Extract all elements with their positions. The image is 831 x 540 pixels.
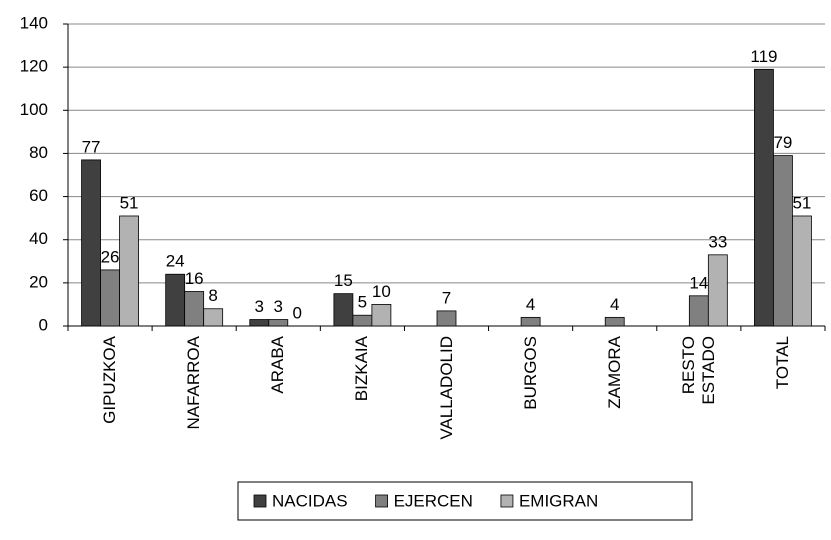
y-tick-label: 100 [20, 100, 48, 119]
y-tick-label: 120 [20, 57, 48, 76]
bar [436, 310, 457, 327]
value-label: 3 [274, 297, 283, 316]
value-label: 16 [185, 269, 204, 288]
bar [333, 293, 354, 327]
value-label: 0 [293, 303, 302, 322]
value-label: 10 [372, 282, 391, 301]
value-label: 7 [442, 288, 451, 307]
value-label: 77 [82, 137, 101, 156]
bar [81, 159, 101, 327]
y-tick-label: 60 [29, 186, 48, 205]
x-tick-label: BIZKAIA [352, 336, 372, 402]
x-tick-label: TOTAL [772, 336, 792, 390]
y-tick-label: 0 [39, 315, 48, 334]
x-tick-label: ZAMORA [604, 336, 624, 409]
value-label: 119 [750, 47, 777, 66]
bar [119, 215, 139, 327]
x-tick-label: GIPUZKOA [100, 336, 120, 424]
value-label: 51 [792, 193, 811, 212]
bar [688, 295, 709, 327]
bar [773, 155, 793, 327]
bar [352, 314, 373, 327]
bar [268, 319, 289, 327]
legend-label: EMIGRAN [519, 491, 598, 510]
y-tick-label: 20 [29, 272, 48, 291]
value-label: 79 [773, 133, 792, 152]
legend-swatch [375, 494, 388, 508]
legend-swatch [253, 494, 267, 508]
bar [203, 308, 224, 327]
value-label: 3 [255, 297, 264, 316]
x-tick-label: ARABA [268, 336, 288, 394]
bar [249, 319, 270, 327]
value-label: 14 [689, 273, 708, 292]
legend-swatch [500, 494, 514, 508]
bar [520, 316, 541, 327]
value-label: 15 [334, 271, 353, 290]
y-tick-label: 40 [29, 229, 48, 248]
x-tick-label: BURGOS [520, 336, 540, 410]
legend-label: EJERCEN [394, 491, 473, 510]
bar [371, 304, 392, 327]
value-label: 4 [526, 295, 535, 314]
y-tick-label: 80 [29, 143, 48, 162]
bar [707, 254, 728, 327]
bar [754, 68, 774, 327]
legend-box [237, 481, 693, 521]
value-label: 33 [708, 232, 727, 251]
value-label: 8 [208, 286, 217, 305]
value-label: 51 [120, 193, 139, 212]
bar [184, 291, 205, 327]
x-tick-label: RESTO ESTADO [678, 336, 718, 405]
legend-label: NACIDAS [272, 491, 348, 510]
value-label: 24 [166, 252, 185, 271]
bar [792, 215, 812, 327]
y-tick-label: 140 [20, 13, 48, 32]
value-label: 4 [610, 295, 619, 314]
bar [165, 273, 186, 327]
x-tick-label: VALLADOLID [436, 336, 456, 440]
value-label: 26 [101, 247, 120, 266]
value-label: 5 [358, 293, 367, 312]
bar [604, 316, 625, 327]
x-tick-label: NAFARROA [184, 336, 204, 430]
bar [100, 269, 120, 327]
